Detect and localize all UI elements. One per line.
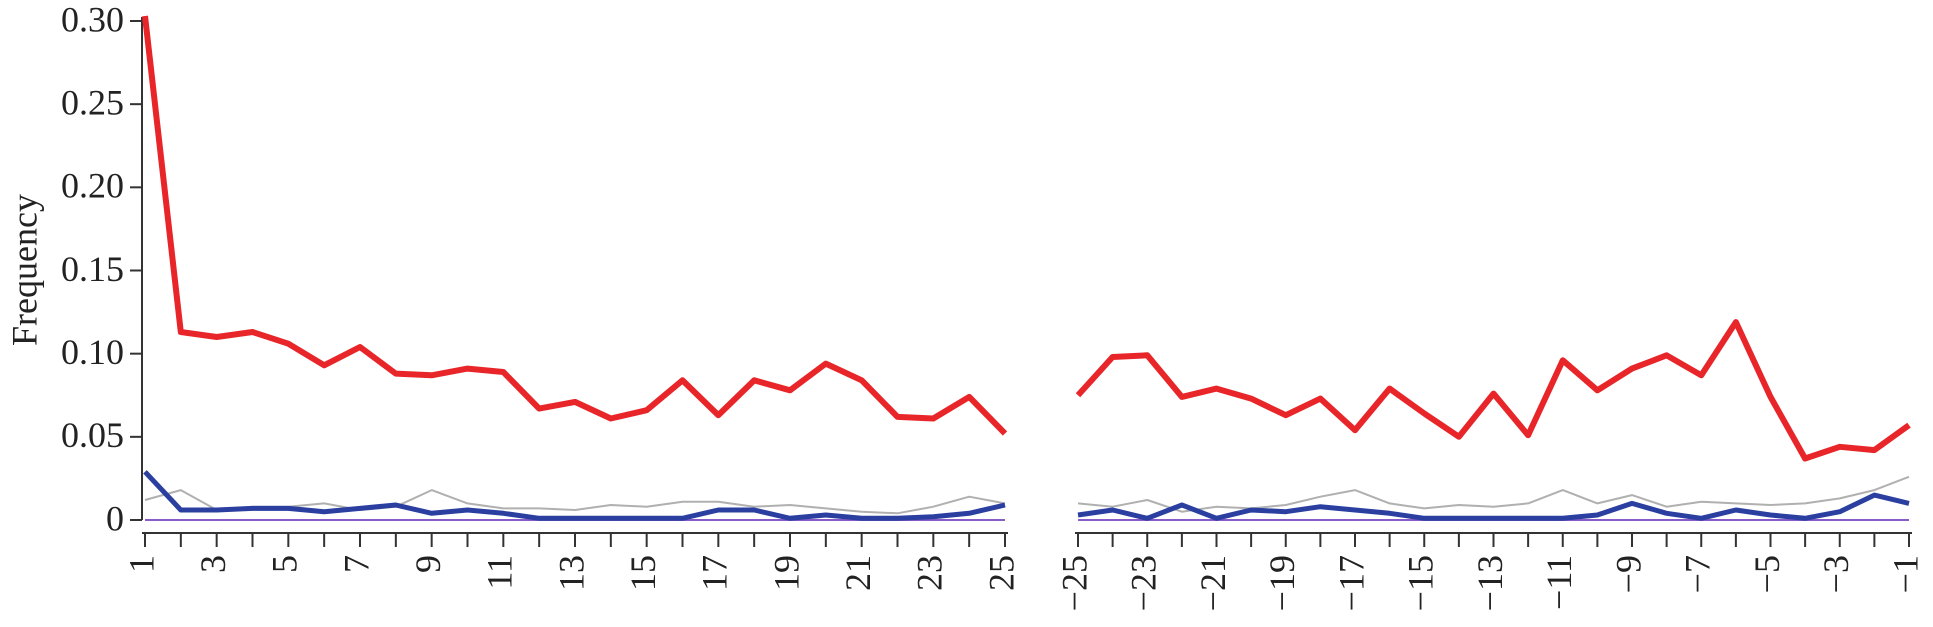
- y-tick-label: 0.20: [61, 166, 124, 206]
- x-tick-label: −5: [1747, 555, 1787, 593]
- x-tick-label: −15: [1401, 555, 1441, 611]
- x-tick-label: −1: [1885, 555, 1925, 593]
- data-line: [1077, 475, 1910, 513]
- x-tick-label: 25: [981, 555, 1021, 591]
- x-tick-label: 15: [623, 555, 663, 591]
- y-tick-label: 0.05: [61, 415, 124, 455]
- x-tick-label: −9: [1608, 555, 1648, 593]
- y-tick-label: 0.25: [61, 82, 124, 122]
- x-tick-label: −3: [1816, 555, 1856, 593]
- y-tick-label: 0.15: [61, 249, 124, 289]
- x-tick-label: 19: [766, 555, 806, 591]
- data-line: [143, 470, 1006, 521]
- x-tick-label: 5: [265, 555, 305, 573]
- y-tick-label: 0: [106, 498, 124, 538]
- x-tick-label: −17: [1331, 555, 1371, 611]
- x-tick-label: 9: [408, 555, 448, 573]
- x-tick-label: 21: [838, 555, 878, 591]
- x-tick-label: −13: [1470, 555, 1510, 611]
- x-tick-label: −25: [1054, 555, 1094, 611]
- y-axis-label: Frequency: [4, 194, 44, 346]
- x-tick-label: 13: [551, 555, 591, 591]
- y-tick-label: 0.30: [61, 0, 124, 39]
- x-tick-label: 1: [121, 555, 161, 573]
- y-tick-label: 0.10: [61, 332, 124, 372]
- x-tick-label: 7: [336, 555, 376, 573]
- x-tick-label: −23: [1124, 555, 1164, 611]
- x-tick-label: 17: [695, 555, 735, 591]
- data-line: [1077, 492, 1910, 521]
- x-tick-label: 3: [193, 555, 233, 573]
- data-line: [142, 15, 1008, 436]
- x-tick-label: −19: [1262, 555, 1302, 611]
- x-tick-label: 23: [910, 555, 950, 591]
- x-tick-label: 11: [480, 555, 520, 590]
- x-tick-label: −7: [1678, 555, 1718, 593]
- x-tick-label: −21: [1193, 555, 1233, 611]
- data-line: [1075, 319, 1911, 462]
- x-tick-label: −11: [1539, 555, 1579, 610]
